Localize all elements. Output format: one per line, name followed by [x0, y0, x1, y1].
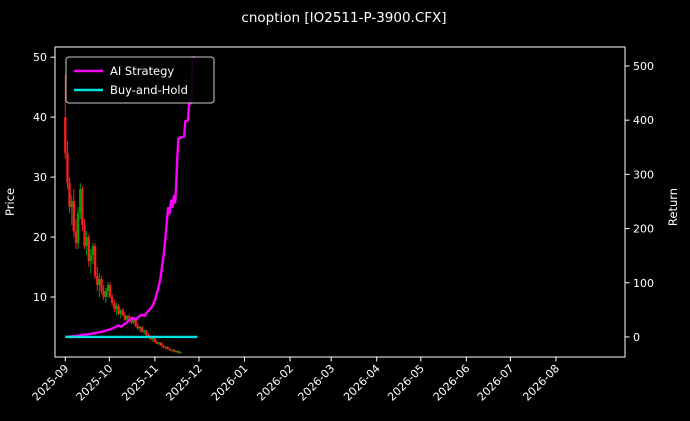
candle-body — [102, 291, 105, 298]
x-tick-label: 2026-01 — [209, 362, 251, 404]
y-axis-label-right: Return — [666, 188, 680, 226]
return-tick-label: 0 — [633, 331, 640, 344]
candle-body — [166, 346, 169, 350]
candle-body — [179, 352, 182, 354]
return-tick-label: 500 — [633, 60, 654, 73]
x-tick-label: 2026-06 — [431, 362, 473, 404]
candle-body — [115, 306, 118, 310]
candle-body — [100, 279, 103, 292]
candle-body — [83, 225, 86, 247]
candle-body — [64, 117, 67, 154]
candle-body — [155, 342, 159, 344]
candle-body — [117, 306, 120, 314]
legend-item: Buy-and-Hold — [74, 83, 188, 97]
return-tick-label: 200 — [633, 223, 654, 236]
return-tick-label: 400 — [633, 114, 654, 127]
x-tick-label: 2026-05 — [385, 362, 427, 404]
legend-label: Buy-and-Hold — [110, 83, 188, 97]
legend-item: AI Strategy — [74, 64, 174, 78]
candle-body — [98, 279, 101, 286]
candle-body — [104, 291, 108, 298]
candle-body — [174, 351, 178, 353]
candle-body — [68, 183, 71, 208]
candle-body — [177, 351, 180, 353]
candle-body — [93, 246, 97, 277]
x-tick-label: 2026-07 — [475, 362, 517, 404]
return-tick-label: 100 — [633, 277, 654, 290]
candle-body — [127, 316, 131, 319]
candlestick-series — [64, 75, 182, 355]
candle-body — [170, 349, 173, 351]
candle-body — [153, 338, 156, 343]
candle-body — [160, 342, 163, 346]
price-tick-label: 10 — [33, 291, 47, 304]
price-tick-label: 50 — [33, 51, 47, 64]
return-tick-label: 300 — [633, 168, 654, 181]
candle-body — [87, 237, 90, 262]
candle-body — [89, 255, 93, 262]
candle-body — [172, 349, 176, 352]
candle-body — [76, 213, 80, 244]
candle-body — [108, 285, 112, 298]
chart-title: cnoption [IO2511-P-3900.CFX] — [241, 10, 446, 26]
candle-body — [81, 189, 84, 226]
candle-body — [123, 315, 127, 320]
candle-body — [162, 345, 165, 348]
y-axis-left: 10 20 30 40 50 — [33, 51, 55, 304]
candle-body — [96, 276, 99, 286]
legend-label: AI Strategy — [110, 64, 174, 78]
candle-body — [66, 153, 69, 184]
x-tick-label: 2026-08 — [520, 362, 562, 404]
candle-body — [145, 330, 148, 335]
candle-body — [113, 303, 116, 310]
candle-body — [138, 327, 142, 329]
candle-body — [70, 201, 73, 208]
candle-body — [119, 310, 122, 314]
legend-box — [65, 56, 215, 104]
candle-body — [91, 246, 95, 256]
candle-body — [74, 231, 78, 244]
candle-body — [85, 237, 88, 247]
legend: AI Strategy Buy-and-Hold — [65, 56, 215, 104]
plot-area: 2025-09 2025-10 2025-11 2025-12 2026-01 2026-… — [30, 46, 654, 404]
x-axis: 2025-09 2025-10 2025-11 2025-12 2026-01 2026-… — [30, 357, 562, 404]
x-tick-label: 2026-03 — [296, 362, 338, 404]
candle-body — [132, 319, 135, 323]
candle-body — [142, 330, 146, 332]
x-tick-label: 2026-04 — [341, 362, 383, 404]
candle-body — [134, 319, 137, 326]
y-axis-label-left: Price — [3, 188, 17, 216]
candle-body — [79, 189, 82, 214]
candle-body — [168, 349, 171, 351]
price-tick-label: 30 — [33, 171, 47, 184]
candle-body — [110, 297, 114, 304]
ai-strategy-line — [65, 55, 196, 339]
candle-body — [157, 342, 161, 344]
x-tick-label: 2025-11 — [119, 362, 161, 404]
candle-body — [140, 327, 144, 332]
x-tick-label: 2025-09 — [30, 362, 72, 404]
candle-body — [72, 201, 76, 232]
plot-spines — [54, 46, 626, 358]
y-axis-right: 0 100 200 300 400 500 — [625, 60, 654, 344]
candle-body — [164, 346, 167, 348]
x-tick-label: 2025-10 — [74, 362, 116, 404]
price-tick-label: 40 — [33, 111, 47, 124]
candle-body — [106, 285, 110, 292]
candle-body — [125, 316, 129, 320]
candle-body — [151, 338, 154, 340]
x-tick-label: 2025-12 — [163, 362, 205, 404]
price-tick-label: 20 — [33, 231, 47, 244]
candle-body — [136, 325, 139, 329]
x-tick-label: 2026-02 — [254, 362, 296, 404]
candle-body — [121, 310, 125, 316]
